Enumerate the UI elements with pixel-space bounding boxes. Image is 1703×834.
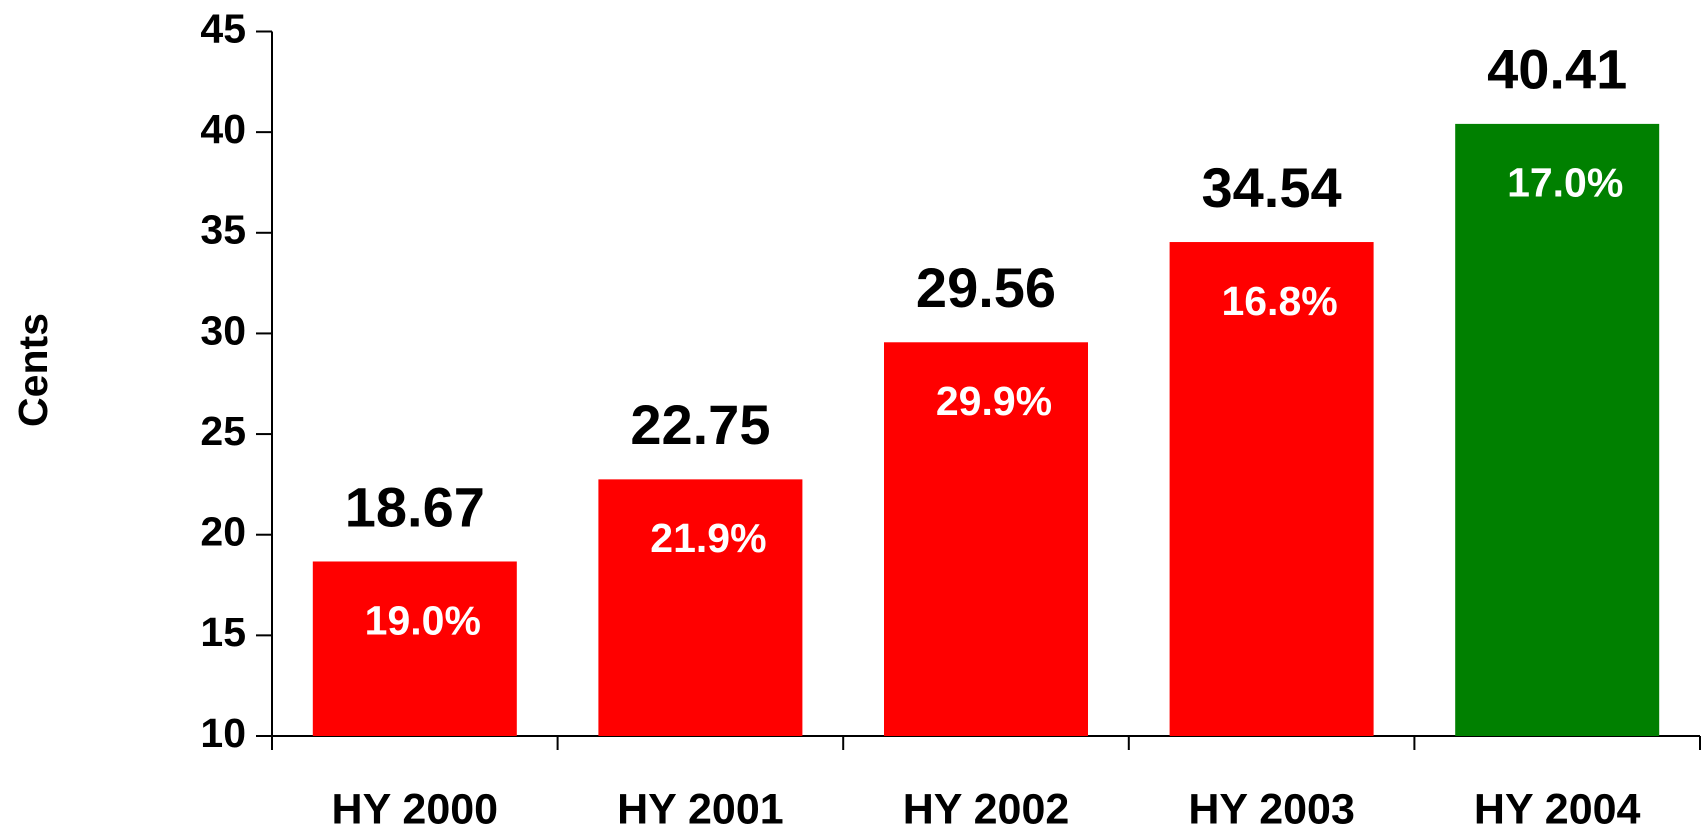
y-tick-label: 15 [200,609,246,655]
y-tick-label: 45 [200,5,246,51]
y-tick-label: 10 [200,710,246,756]
y-axis-label: Cents [10,313,56,427]
y-tick-label: 25 [200,408,246,454]
bar [1169,242,1374,736]
growth-label: 29.9% [936,378,1052,424]
value-label: 18.67 [345,475,485,538]
bar [884,342,1088,736]
y-tick-label: 40 [200,106,246,152]
value-label: 40.41 [1487,38,1627,101]
value-label: 34.54 [1202,156,1342,219]
value-label: 22.75 [630,393,770,456]
growth-label: 17.0% [1507,160,1623,206]
x-tick-label: HY 2004 [1474,785,1641,833]
x-tick-label: HY 2003 [1188,785,1355,833]
growth-label: 16.8% [1221,278,1337,324]
y-tick-label: 30 [200,307,246,353]
value-label: 29.56 [916,256,1056,319]
x-tick-label: HY 2002 [903,785,1070,833]
x-tick-label: HY 2001 [617,785,784,833]
bar [312,561,517,736]
y-tick-label: 20 [200,509,246,555]
x-tick-label: HY 2000 [332,785,499,833]
y-tick-label: 35 [200,207,246,253]
bar [598,479,803,736]
bar [1455,123,1660,737]
growth-label: 19.0% [365,597,481,643]
growth-label: 21.9% [650,515,766,561]
